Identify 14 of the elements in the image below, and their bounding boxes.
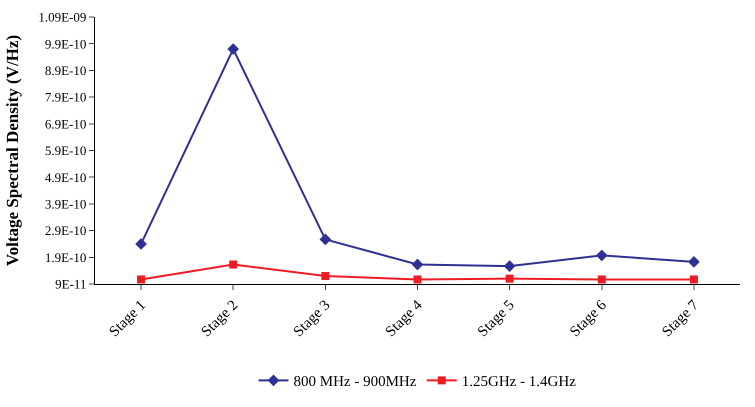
y-tick-label: 4.9E-10 bbox=[44, 170, 86, 185]
legend-label: 1.25GHz - 1.4GHz bbox=[462, 374, 576, 390]
y-tick-label: 2.9E-10 bbox=[44, 223, 86, 238]
y-tick-label: 8.9E-10 bbox=[44, 62, 86, 78]
y-tick-label: 9.9E-10 bbox=[44, 36, 86, 52]
legend-label: 800 MHz - 900MHz bbox=[294, 374, 417, 390]
y-tick-label: 6.9E-10 bbox=[44, 116, 86, 132]
y-axis-title: Voltage Spectral Density (V/Hz) bbox=[2, 34, 22, 266]
y-tick-label: 9E-11 bbox=[55, 276, 86, 292]
y-tick-label: 1.09E-09 bbox=[38, 10, 86, 25]
y-tick-label: 1.9E-10 bbox=[44, 250, 86, 265]
y-tick-label: 7.9E-10 bbox=[44, 90, 86, 105]
y-tick-label: 5.9E-10 bbox=[44, 143, 86, 158]
y-tick-label: 3.9E-10 bbox=[44, 196, 86, 212]
